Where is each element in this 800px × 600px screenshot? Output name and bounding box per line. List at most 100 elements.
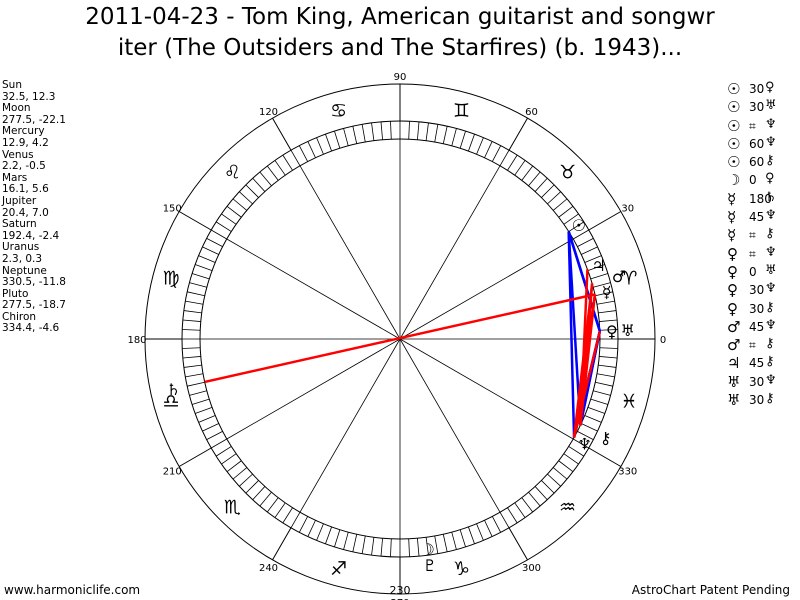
aspect-angle: ⌗ bbox=[749, 246, 756, 261]
aspect-planet-a: ☽ bbox=[727, 171, 741, 190]
degree-tick bbox=[528, 491, 541, 507]
venus-icon: ♀ bbox=[606, 322, 618, 341]
degree-tick bbox=[221, 453, 237, 465]
degree-tick bbox=[577, 237, 594, 248]
planet-name: Sun bbox=[2, 79, 22, 91]
degree-tick bbox=[298, 516, 309, 533]
degree-tick bbox=[215, 221, 232, 232]
aspect-planet-a: ☉ bbox=[727, 98, 741, 117]
house-spoke bbox=[226, 338, 401, 440]
house-spoke bbox=[399, 238, 574, 340]
aspect-planet-a: ☿ bbox=[727, 189, 737, 208]
planet-coords: 330.5, -11.8 bbox=[2, 276, 66, 289]
degree-tick bbox=[189, 390, 207, 396]
aspect-angle: 30 bbox=[749, 301, 765, 316]
planet-coords: 16.1, 5.6 bbox=[2, 183, 49, 196]
degree-tick bbox=[573, 438, 589, 449]
aspect-planet-b: ♅ bbox=[765, 262, 777, 278]
degree-tick bbox=[239, 191, 253, 205]
house-spoke bbox=[399, 338, 574, 440]
degree-tick bbox=[185, 373, 204, 378]
degree-tick bbox=[343, 128, 349, 146]
degree-tick bbox=[211, 229, 227, 240]
degree-tick bbox=[468, 134, 475, 152]
degree-tick bbox=[290, 512, 301, 528]
degree-label: 210 bbox=[163, 467, 182, 478]
aspect-planet-b: ♄ bbox=[765, 189, 777, 205]
degree-label: 270 bbox=[390, 598, 409, 600]
sign-divider bbox=[508, 527, 528, 561]
degree-tick bbox=[425, 537, 429, 556]
degree-tick bbox=[507, 154, 518, 171]
aspect-angle: 60 bbox=[749, 136, 765, 151]
aspect-planet-b: ♆ bbox=[765, 372, 777, 388]
degree-tick bbox=[252, 486, 266, 500]
house-spokes bbox=[145, 84, 655, 594]
degree-tick bbox=[547, 473, 561, 487]
degree-tick bbox=[352, 126, 358, 144]
planet-coords: 12.9, 4.2 bbox=[2, 136, 49, 149]
degree-tick bbox=[185, 300, 204, 305]
aspect-angle: 45 bbox=[749, 319, 765, 334]
degree-label: 0 bbox=[660, 335, 666, 346]
aspect-planet-a: ☉ bbox=[727, 116, 741, 135]
aspect-angle: 30 bbox=[749, 374, 765, 389]
planet-coords: 32.5, 12.3 bbox=[2, 90, 56, 103]
aspect-angle: 0 bbox=[749, 264, 757, 279]
aspect-planet-b: ♀ bbox=[765, 171, 775, 187]
degree-tick bbox=[514, 160, 526, 176]
degree-tick bbox=[528, 171, 541, 187]
mercury-icon: ☿ bbox=[602, 283, 612, 302]
sign-aries-icon: ♈ bbox=[620, 268, 637, 290]
aspect-angle: 180 bbox=[749, 191, 772, 206]
degree-label: 30 bbox=[621, 204, 634, 215]
aspect-angle: 45 bbox=[749, 210, 765, 225]
footer-website[interactable]: www.harmoniclife.com bbox=[4, 583, 141, 597]
degree-tick bbox=[307, 520, 316, 537]
neptune-icon: ♆ bbox=[577, 434, 591, 453]
degree-tick bbox=[558, 460, 574, 473]
aspect-planet-a: ♂ bbox=[727, 336, 741, 355]
aspect-planet-b: ♆ bbox=[765, 134, 777, 150]
degree-tick bbox=[221, 213, 237, 225]
degree-tick bbox=[282, 507, 293, 524]
sign-aquarius-icon: ♒ bbox=[559, 497, 576, 519]
degree-tick bbox=[266, 165, 279, 181]
planet-coords: 277.5, -18.7 bbox=[2, 299, 66, 312]
chart-title: 2011-04-23 - Tom King, American guitaris… bbox=[0, 2, 800, 64]
aspect-planet-a: ♃ bbox=[727, 354, 741, 373]
planet-glyphs: ☉ ☽ ☿ ♀ ♂ ♃ ♄ ♅ ♆ ♇ ⚷ bbox=[166, 216, 635, 575]
degree-tick bbox=[599, 329, 618, 331]
degree-tick bbox=[534, 486, 548, 500]
sign-virgo-icon: ♍ bbox=[163, 268, 180, 290]
degree-tick bbox=[584, 415, 602, 423]
aspect-angle: ⌗ bbox=[749, 338, 756, 353]
sign-divider bbox=[588, 447, 622, 467]
planet-coords: 2.2, -0.5 bbox=[2, 160, 46, 173]
sign-divider bbox=[272, 527, 292, 561]
degree-tick bbox=[195, 264, 213, 271]
planet-name: Jupiter bbox=[2, 194, 37, 207]
planet-coords: 2.3, 0.3 bbox=[2, 252, 43, 265]
degree-tick bbox=[595, 381, 613, 387]
degree-tick bbox=[307, 141, 316, 158]
degree-tick bbox=[593, 390, 611, 396]
aspect-planet-b: ♅ bbox=[765, 98, 777, 114]
degree-tick bbox=[521, 497, 534, 513]
degree-tick bbox=[325, 134, 332, 152]
mars-icon: ♂ bbox=[612, 267, 626, 286]
zodiac-signs: ♈ ♉ ♊ ♋ ♌ ♍ ♎ ♏ ♐ ♑ ♒ ♓ bbox=[163, 100, 638, 580]
degree-tick bbox=[298, 145, 309, 162]
degree-tick bbox=[595, 291, 613, 297]
degree-tick bbox=[316, 137, 324, 155]
chart-title-line-1: 2011-04-23 - Tom King, American guitaris… bbox=[85, 4, 715, 30]
planet-name: Neptune bbox=[2, 264, 47, 277]
degree-tick bbox=[599, 356, 618, 359]
sign-scorpio-icon: ♏ bbox=[224, 497, 241, 519]
degree-tick bbox=[417, 121, 420, 140]
sign-gemini-icon: ♊ bbox=[453, 100, 470, 122]
sign-divider bbox=[272, 117, 292, 151]
degree-tick bbox=[541, 480, 555, 494]
planet-name: Venus bbox=[2, 148, 34, 161]
degree-tick bbox=[325, 526, 332, 544]
